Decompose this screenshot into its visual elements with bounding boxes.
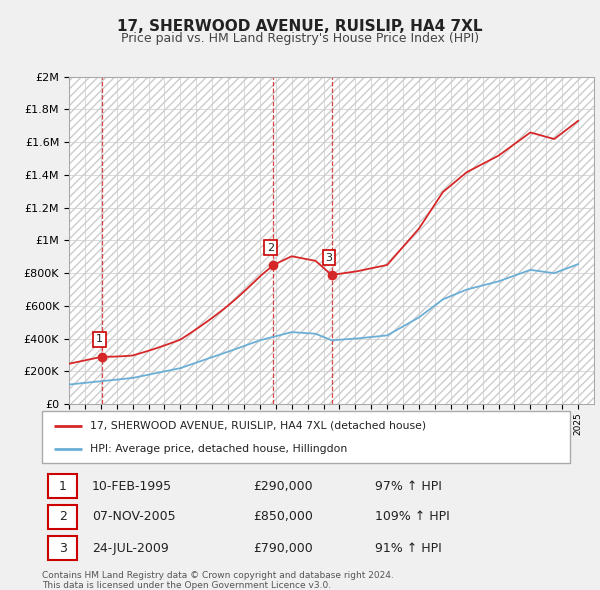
Text: Contains HM Land Registry data © Crown copyright and database right 2024.: Contains HM Land Registry data © Crown c… <box>42 571 394 580</box>
Text: 91% ↑ HPI: 91% ↑ HPI <box>374 542 442 555</box>
Text: 109% ↑ HPI: 109% ↑ HPI <box>374 510 449 523</box>
Text: 1: 1 <box>59 480 67 493</box>
Text: 17, SHERWOOD AVENUE, RUISLIP, HA4 7XL: 17, SHERWOOD AVENUE, RUISLIP, HA4 7XL <box>117 19 483 34</box>
Text: 07-NOV-2005: 07-NOV-2005 <box>92 510 176 523</box>
Text: Price paid vs. HM Land Registry's House Price Index (HPI): Price paid vs. HM Land Registry's House … <box>121 32 479 45</box>
Text: 2: 2 <box>266 242 274 253</box>
Text: 1: 1 <box>96 335 103 345</box>
Text: 3: 3 <box>326 253 332 263</box>
Text: 24-JUL-2009: 24-JUL-2009 <box>92 542 169 555</box>
Text: HPI: Average price, detached house, Hillingdon: HPI: Average price, detached house, Hill… <box>89 444 347 454</box>
FancyBboxPatch shape <box>49 474 77 498</box>
Text: 3: 3 <box>59 542 67 555</box>
Text: £850,000: £850,000 <box>253 510 313 523</box>
Text: 2: 2 <box>59 510 67 523</box>
Text: 17, SHERWOOD AVENUE, RUISLIP, HA4 7XL (detached house): 17, SHERWOOD AVENUE, RUISLIP, HA4 7XL (d… <box>89 421 425 431</box>
FancyBboxPatch shape <box>42 411 570 463</box>
FancyBboxPatch shape <box>49 536 77 560</box>
Text: 97% ↑ HPI: 97% ↑ HPI <box>374 480 442 493</box>
Text: £290,000: £290,000 <box>253 480 313 493</box>
Text: This data is licensed under the Open Government Licence v3.0.: This data is licensed under the Open Gov… <box>42 581 331 589</box>
Text: 10-FEB-1995: 10-FEB-1995 <box>92 480 172 493</box>
FancyBboxPatch shape <box>49 504 77 529</box>
Text: £790,000: £790,000 <box>253 542 313 555</box>
